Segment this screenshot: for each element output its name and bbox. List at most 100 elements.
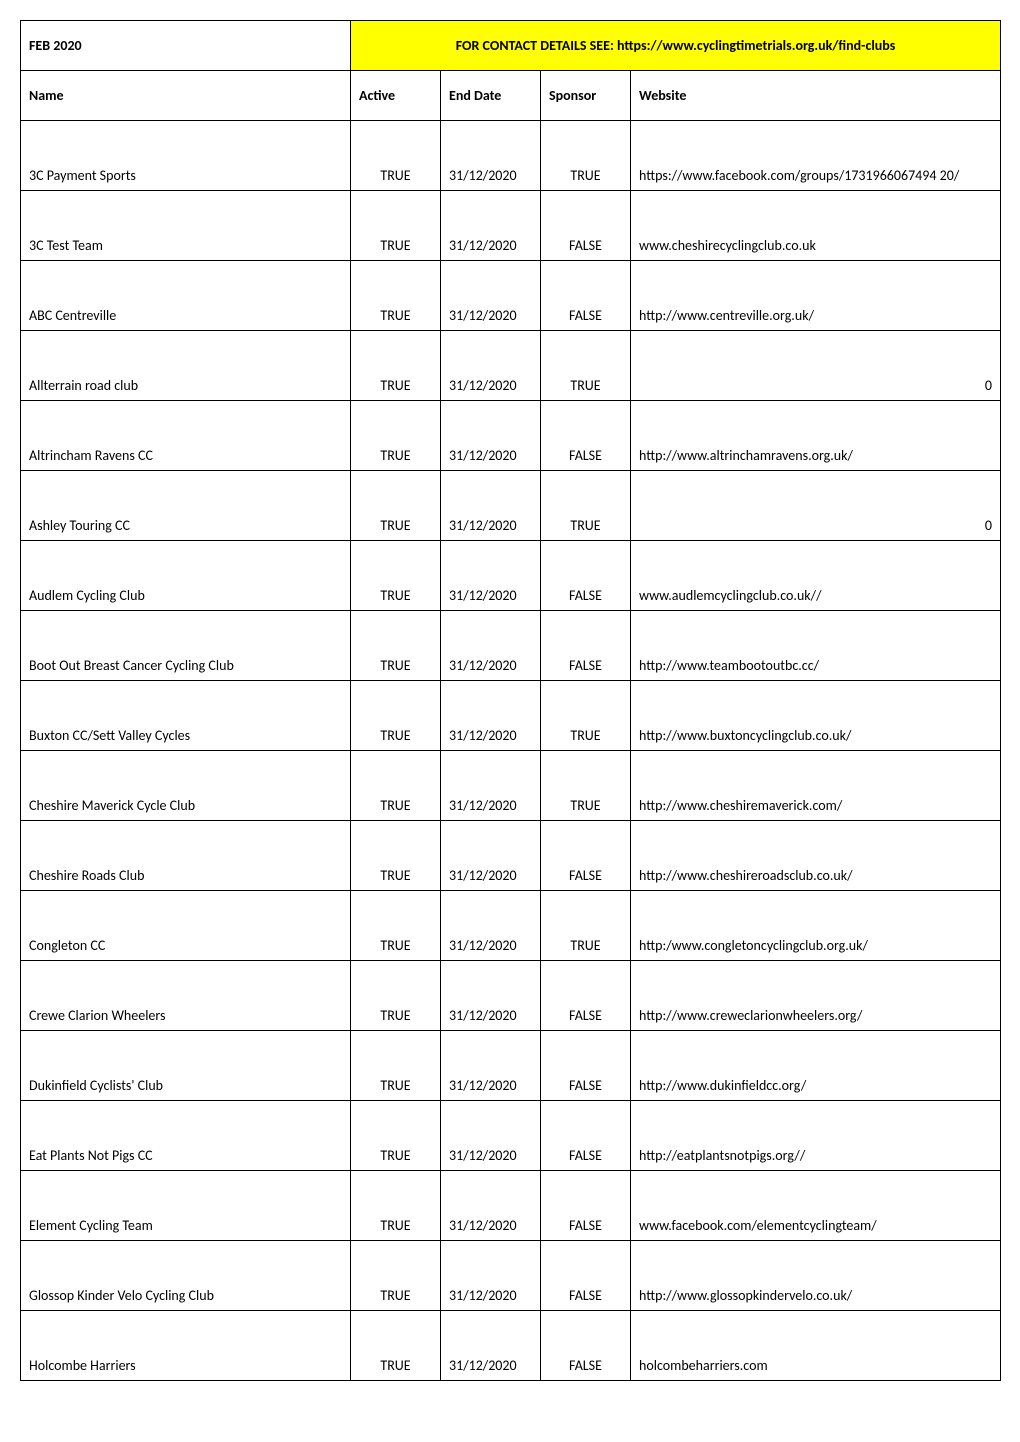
table-row: Congleton CCTRUE31/12/2020TRUEhttp:/www.… bbox=[21, 891, 1001, 961]
cell-end-date: 31/12/2020 bbox=[441, 121, 541, 191]
cell-active: TRUE bbox=[351, 331, 441, 401]
cell-name: 3C Test Team bbox=[21, 191, 351, 261]
cell-end-date: 31/12/2020 bbox=[441, 1101, 541, 1171]
cell-end-date: 31/12/2020 bbox=[441, 261, 541, 331]
cell-sponsor: TRUE bbox=[541, 331, 631, 401]
table-row: Element Cycling TeamTRUE31/12/2020FALSEw… bbox=[21, 1171, 1001, 1241]
cell-active: TRUE bbox=[351, 1031, 441, 1101]
contact-banner: FOR CONTACT DETAILS SEE: https://www.cyc… bbox=[351, 21, 1001, 71]
column-header-row: Name Active End Date Sponsor Website bbox=[21, 71, 1001, 121]
table-row: Boot Out Breast Cancer Cycling ClubTRUE3… bbox=[21, 611, 1001, 681]
cell-sponsor: TRUE bbox=[541, 681, 631, 751]
table-row: Crewe Clarion WheelersTRUE31/12/2020FALS… bbox=[21, 961, 1001, 1031]
cell-website: http://www.centreville.org.uk/ bbox=[631, 261, 1001, 331]
cell-name: Altrincham Ravens CC bbox=[21, 401, 351, 471]
table-row: Cheshire Maverick Cycle Club TRUE31/12/20… bbox=[21, 751, 1001, 821]
cell-name: Holcombe Harriers bbox=[21, 1311, 351, 1381]
cell-sponsor: FALSE bbox=[541, 191, 631, 261]
table-row: Dukinfield Cyclists' ClubTRUE31/12/2020F… bbox=[21, 1031, 1001, 1101]
cell-name: Boot Out Breast Cancer Cycling Club bbox=[21, 611, 351, 681]
cell-website: www.facebook.com/elementcyclingteam/ bbox=[631, 1171, 1001, 1241]
cell-active: TRUE bbox=[351, 681, 441, 751]
cell-name: Cheshire Maverick Cycle Club bbox=[21, 751, 351, 821]
cell-website: holcombeharriers.com bbox=[631, 1311, 1001, 1381]
table-row: Eat Plants Not Pigs CCTRUE31/12/2020FALS… bbox=[21, 1101, 1001, 1171]
table-row: Altrincham Ravens CCTRUE31/12/2020FALSEh… bbox=[21, 401, 1001, 471]
cell-sponsor: FALSE bbox=[541, 611, 631, 681]
cell-active: TRUE bbox=[351, 401, 441, 471]
cell-active: TRUE bbox=[351, 1241, 441, 1311]
cell-active: TRUE bbox=[351, 891, 441, 961]
cell-active: TRUE bbox=[351, 961, 441, 1031]
cell-sponsor: TRUE bbox=[541, 471, 631, 541]
cell-end-date: 31/12/2020 bbox=[441, 471, 541, 541]
cell-end-date: 31/12/2020 bbox=[441, 401, 541, 471]
cell-name: Element Cycling Team bbox=[21, 1171, 351, 1241]
cell-name: Crewe Clarion Wheelers bbox=[21, 961, 351, 1031]
clubs-table: FEB 2020 FOR CONTACT DETAILS SEE: https:… bbox=[20, 20, 1001, 1381]
cell-active: TRUE bbox=[351, 191, 441, 261]
cell-end-date: 31/12/2020 bbox=[441, 821, 541, 891]
cell-end-date: 31/12/2020 bbox=[441, 1031, 541, 1101]
cell-end-date: 31/12/2020 bbox=[441, 681, 541, 751]
cell-active: TRUE bbox=[351, 471, 441, 541]
cell-active: TRUE bbox=[351, 1171, 441, 1241]
col-header-sponsor: Sponsor bbox=[541, 71, 631, 121]
cell-end-date: 31/12/2020 bbox=[441, 891, 541, 961]
cell-sponsor: TRUE bbox=[541, 121, 631, 191]
table-row: Glossop Kinder Velo Cycling ClubTRUE31/1… bbox=[21, 1241, 1001, 1311]
cell-end-date: 31/12/2020 bbox=[441, 611, 541, 681]
table-row: Audlem Cycling ClubTRUE31/12/2020FALSEww… bbox=[21, 541, 1001, 611]
cell-name: Ashley Touring CC bbox=[21, 471, 351, 541]
table-row: Buxton CC/Sett Valley CyclesTRUE31/12/20… bbox=[21, 681, 1001, 751]
cell-sponsor: FALSE bbox=[541, 261, 631, 331]
cell-sponsor: TRUE bbox=[541, 751, 631, 821]
cell-website: http://www.teambootoutbc.cc/ bbox=[631, 611, 1001, 681]
cell-end-date: 31/12/2020 bbox=[441, 1171, 541, 1241]
cell-name: Eat Plants Not Pigs CC bbox=[21, 1101, 351, 1171]
table-row: ABC CentrevilleTRUE31/12/2020FALSEhttp:/… bbox=[21, 261, 1001, 331]
cell-active: TRUE bbox=[351, 541, 441, 611]
cell-sponsor: FALSE bbox=[541, 541, 631, 611]
cell-end-date: 31/12/2020 bbox=[441, 191, 541, 261]
cell-sponsor: FALSE bbox=[541, 1311, 631, 1381]
col-header-website: Website bbox=[631, 71, 1001, 121]
cell-name: 3C Payment Sports bbox=[21, 121, 351, 191]
cell-website: 0 bbox=[631, 471, 1001, 541]
cell-sponsor: FALSE bbox=[541, 1171, 631, 1241]
cell-active: TRUE bbox=[351, 821, 441, 891]
table-body: 3C Payment SportsTRUE31/12/2020TRUEhttps… bbox=[21, 121, 1001, 1381]
cell-end-date: 31/12/2020 bbox=[441, 1311, 541, 1381]
cell-active: TRUE bbox=[351, 1101, 441, 1171]
cell-website: https://www.facebook.com/groups/17319660… bbox=[631, 121, 1001, 191]
cell-website: http://www.dukinfieldcc.org/ bbox=[631, 1031, 1001, 1101]
cell-website: www.audlemcyclingclub.co.uk// bbox=[631, 541, 1001, 611]
cell-sponsor: FALSE bbox=[541, 961, 631, 1031]
table-row: Ashley Touring CCTRUE31/12/2020TRUE0 bbox=[21, 471, 1001, 541]
cell-website: http://www.creweclarionwheelers.org/ bbox=[631, 961, 1001, 1031]
cell-active: TRUE bbox=[351, 121, 441, 191]
page-title: FEB 2020 bbox=[21, 21, 351, 71]
cell-website: http://eatplantsnotpigs.org// bbox=[631, 1101, 1001, 1171]
cell-website: http:/www.congletoncyclingclub.org.uk/ bbox=[631, 891, 1001, 961]
cell-sponsor: FALSE bbox=[541, 821, 631, 891]
table-row: 3C Payment SportsTRUE31/12/2020TRUEhttps… bbox=[21, 121, 1001, 191]
cell-website: 0 bbox=[631, 331, 1001, 401]
title-row: FEB 2020 FOR CONTACT DETAILS SEE: https:… bbox=[21, 21, 1001, 71]
cell-end-date: 31/12/2020 bbox=[441, 1241, 541, 1311]
cell-sponsor: FALSE bbox=[541, 401, 631, 471]
cell-end-date: 31/12/2020 bbox=[441, 541, 541, 611]
table-row: Cheshire Roads ClubTRUE31/12/2020FALSEht… bbox=[21, 821, 1001, 891]
cell-end-date: 31/12/2020 bbox=[441, 751, 541, 821]
cell-website: http://www.buxtoncyclingclub.co.uk/ bbox=[631, 681, 1001, 751]
cell-website: www.cheshirecyclingclub.co.uk bbox=[631, 191, 1001, 261]
cell-website: http://www.glossopkindervelo.co.uk/ bbox=[631, 1241, 1001, 1311]
cell-name: Audlem Cycling Club bbox=[21, 541, 351, 611]
cell-website: http://www.altrinchamravens.org.uk/ bbox=[631, 401, 1001, 471]
cell-sponsor: FALSE bbox=[541, 1031, 631, 1101]
cell-name: Buxton CC/Sett Valley Cycles bbox=[21, 681, 351, 751]
cell-name: ABC Centreville bbox=[21, 261, 351, 331]
cell-sponsor: FALSE bbox=[541, 1101, 631, 1171]
cell-name: Dukinfield Cyclists' Club bbox=[21, 1031, 351, 1101]
cell-name: Allterrain road club bbox=[21, 331, 351, 401]
